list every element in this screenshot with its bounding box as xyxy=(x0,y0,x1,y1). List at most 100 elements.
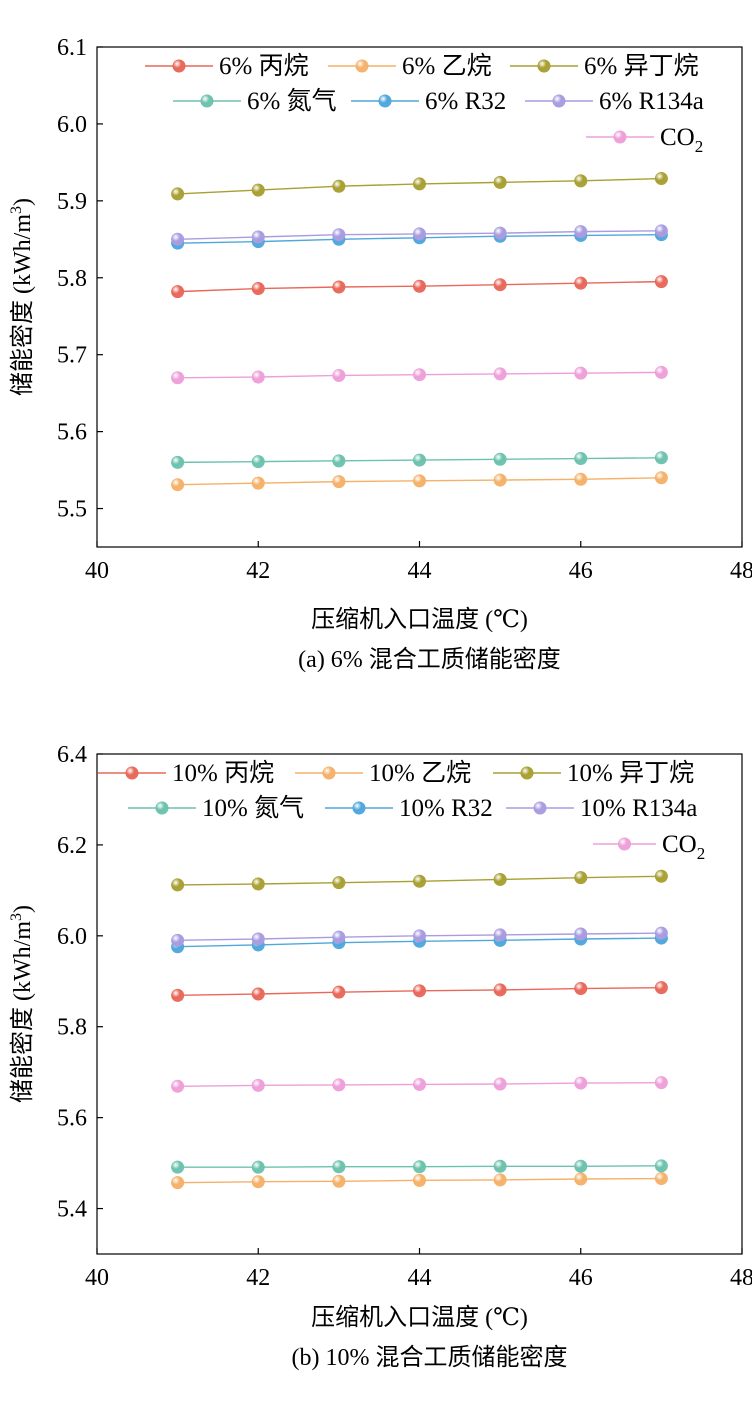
chart1-data-point xyxy=(574,1172,588,1186)
chart1-legend-label: 10% 氮气 xyxy=(202,794,304,822)
chart1-caption: (b) 10% 混合工质储能密度 xyxy=(292,1344,568,1371)
chart1-data-point xyxy=(654,981,668,995)
chart0-data-point xyxy=(493,226,507,240)
chart1-data-point xyxy=(574,1076,588,1090)
chart0-data-point xyxy=(332,179,346,193)
chart0-data-point xyxy=(171,371,185,385)
chart0-data-point xyxy=(332,454,346,468)
chart-a-svg: 40 42 44 46 48 5.5 5.6 5.7 5.8 5.9 6.0 6.1 压缩机入口温度 (… xyxy=(8,35,752,673)
chart1-legend-label-main: 10% 丙烷 xyxy=(172,759,274,787)
chart1-legend-marker xyxy=(617,837,631,851)
chart1-data-point xyxy=(332,1160,346,1174)
chart1-y-axis-title: 储能密度 (kWh/m3) xyxy=(8,905,36,1103)
chart0-legend-item-1: 6% 乙烷 xyxy=(328,52,492,80)
chart1-legend-label-main: 10% 异丁烷 xyxy=(567,759,694,787)
chart1-data-point xyxy=(493,1077,507,1091)
chart1-x-tick-label: 40 xyxy=(85,1265,109,1291)
chart1-y-axis-title-end: ) xyxy=(10,905,36,913)
chart0-legend-label-main: 6% 氮气 xyxy=(247,87,337,115)
chart0-data-point xyxy=(251,370,265,384)
chart0-data-point xyxy=(412,453,426,467)
chart1-legend-label-main: 10% 氮气 xyxy=(202,794,304,822)
chart1-legend-item-0: 10% 丙烷 xyxy=(98,759,274,787)
chart1-x-tick-label: 48 xyxy=(730,1265,752,1291)
chart-b-svg: 40 42 44 46 48 5.4 5.6 5.8 6.0 6.2 6.4 压缩机入口温度 (℃) 储… xyxy=(8,742,752,1371)
chart0-data-point xyxy=(654,471,668,485)
chart1-data-point xyxy=(171,1079,185,1093)
chart1-y-axis-title-sup: 3 xyxy=(8,913,25,921)
chart0-legend-label-main: 6% 乙烷 xyxy=(402,52,492,80)
chart1-data-point xyxy=(332,930,346,944)
chart1-legend-marker xyxy=(352,801,366,815)
chart0-legend-item-6: CO2 xyxy=(586,124,703,156)
chart0-data-point xyxy=(412,227,426,241)
chart0-data-point xyxy=(574,225,588,239)
chart0-data-point xyxy=(332,280,346,294)
chart1-legend-label-main: 10% R134a xyxy=(580,795,697,822)
chart0-series-3 xyxy=(171,451,668,469)
chart1-y-tick-label: 5.4 xyxy=(57,1197,87,1223)
chart1-data-point xyxy=(251,932,265,946)
chart1-data-point xyxy=(654,1159,668,1173)
chart0-data-point xyxy=(332,475,346,489)
chart0-legend-label: 6% 氮气 xyxy=(247,87,337,115)
chart0-y-tick-label: 5.7 xyxy=(57,343,87,369)
chart1-data-point xyxy=(574,871,588,885)
chart0-legend-marker xyxy=(613,130,627,144)
chart1-data-point xyxy=(412,1077,426,1091)
chart0-legend-item-0: 6% 丙烷 xyxy=(145,52,309,80)
chart1-y-tick-label: 5.8 xyxy=(57,1015,87,1041)
chart0-legend-item-2: 6% 异丁烷 xyxy=(510,52,699,80)
chart0-legend-marker xyxy=(200,94,214,108)
chart0-data-point xyxy=(251,183,265,197)
chart0-legend-label-main: CO xyxy=(660,124,695,151)
chart0-series-0 xyxy=(171,275,668,299)
chart0-data-point xyxy=(251,282,265,296)
chart1-data-point xyxy=(251,877,265,891)
chart0-x-axis-title: 压缩机入口温度 (℃) xyxy=(311,606,528,633)
chart0-y-axis-title-end: ) xyxy=(10,198,36,206)
chart1-legend-label: CO2 xyxy=(662,831,705,863)
chart0-legend-label-sub: 2 xyxy=(695,137,704,156)
chart-panel-a: 40 42 44 46 48 5.5 5.6 5.7 5.8 5.9 6.0 6.1 压缩机入口温度 (… xyxy=(0,0,752,700)
chart0-data-point xyxy=(654,275,668,289)
chart0-x-tick-label: 42 xyxy=(246,558,270,584)
chart1-data-point xyxy=(412,929,426,943)
chart0-legend-label-main: 6% 丙烷 xyxy=(219,52,309,80)
chart0-data-point xyxy=(412,279,426,293)
chart0-legend-label: 6% 丙烷 xyxy=(219,52,309,80)
chart1-data-point xyxy=(332,876,346,890)
chart1-legend-marker xyxy=(155,801,169,815)
chart1-data-point xyxy=(171,1176,185,1190)
chart1-data-point xyxy=(654,1172,668,1186)
chart0-series-6 xyxy=(171,365,668,385)
chart0-legend-item-4: 6% R32 xyxy=(351,88,506,115)
chart1-legend-marker xyxy=(533,801,547,815)
chart0-y-tick-label: 5.6 xyxy=(57,420,87,446)
chart0-legend-marker xyxy=(552,94,566,108)
chart1-data-point xyxy=(654,869,668,883)
chart0-data-point xyxy=(574,174,588,188)
chart1-legend-item-2: 10% 异丁烷 xyxy=(493,759,694,787)
chart0-legend-label: 6% R134a xyxy=(599,88,704,115)
chart1-data-point xyxy=(412,1173,426,1187)
chart1-legend-item-5: 10% R134a xyxy=(506,795,697,822)
chart0-data-point xyxy=(493,473,507,487)
chart1-data-point xyxy=(654,926,668,940)
chart1-data-point xyxy=(574,982,588,996)
chart1-data-point xyxy=(251,1078,265,1092)
chart1-y-tick-label: 6.0 xyxy=(57,924,87,950)
chart0-data-point xyxy=(332,228,346,242)
chart1-legend-label: 10% R134a xyxy=(580,795,697,822)
chart0-data-point xyxy=(654,365,668,379)
chart0-data-point xyxy=(654,172,668,186)
chart0-legend-label-main: 6% 异丁烷 xyxy=(584,52,699,80)
chart1-legend-label-sub: 2 xyxy=(697,844,706,863)
chart0-data-point xyxy=(493,175,507,189)
chart0-legend-label: 6% 乙烷 xyxy=(402,52,492,80)
chart1-legend-label: 10% 丙烷 xyxy=(172,759,274,787)
chart1-legend-label-main: CO xyxy=(662,831,697,858)
chart0-y-tick-label: 5.9 xyxy=(57,189,87,215)
chart0-data-point xyxy=(412,368,426,382)
chart0-data-point xyxy=(251,455,265,469)
